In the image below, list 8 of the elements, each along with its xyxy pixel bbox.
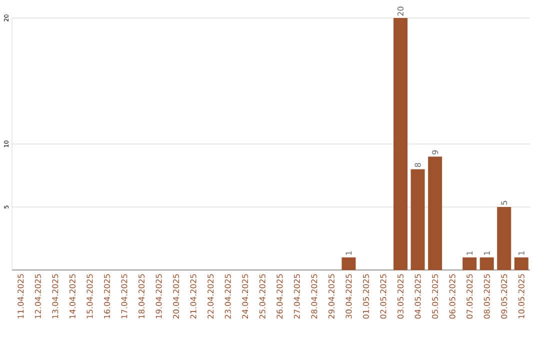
bar xyxy=(497,207,512,270)
bar xyxy=(394,18,408,270)
bar xyxy=(514,257,528,270)
bar xyxy=(462,257,477,270)
bar xyxy=(428,156,442,270)
bar xyxy=(342,257,356,270)
bar xyxy=(410,169,425,270)
bar xyxy=(480,257,494,270)
